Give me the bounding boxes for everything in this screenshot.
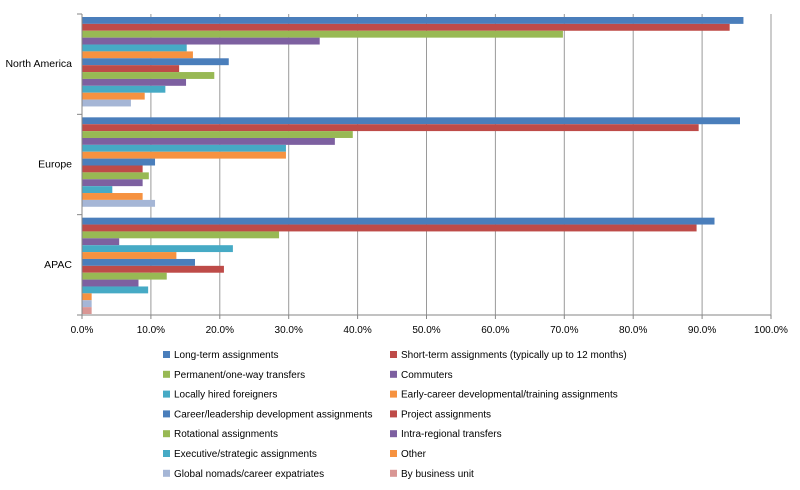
bar (82, 265, 224, 273)
x-tick-label: 0.0% (71, 325, 94, 336)
x-tick-label: 40.0% (343, 325, 371, 336)
bar (82, 224, 697, 232)
bar (82, 165, 143, 173)
bar (82, 78, 187, 86)
legend-label: Commuters (401, 370, 453, 381)
legend-swatch (390, 390, 397, 398)
bar (82, 65, 180, 73)
bar (82, 51, 193, 59)
bar (82, 30, 563, 38)
bar (82, 245, 233, 253)
x-tick-label: 50.0% (412, 325, 440, 336)
bars (82, 17, 744, 314)
axes (77, 13, 772, 319)
category-label: APAC (44, 259, 72, 271)
bar (82, 85, 166, 93)
x-tick-label: 60.0% (481, 325, 509, 336)
legend-label: Career/leadership development assignment… (174, 409, 372, 420)
bar (82, 23, 730, 31)
bar (82, 307, 92, 314)
bar (82, 199, 156, 207)
bar (82, 158, 156, 166)
legend-label: Executive/strategic assignments (174, 449, 317, 460)
legend-label: Early-career developmental/training assi… (401, 390, 618, 401)
legend-swatch (163, 450, 170, 457)
bar (82, 144, 286, 152)
bar (82, 17, 744, 24)
legend-swatch (390, 450, 397, 457)
legend-label: Rotational assignments (174, 429, 278, 440)
bar (82, 258, 195, 266)
bar (82, 37, 320, 45)
legend-label: Long-term assignments (174, 350, 279, 361)
legend-swatch (163, 410, 170, 418)
x-tick-label: 80.0% (619, 325, 647, 336)
bar (82, 131, 353, 138)
y-axis-category-labels: North America Europe APAC (5, 58, 72, 271)
bar (82, 124, 699, 132)
legend-swatch (163, 351, 170, 358)
bar (82, 92, 145, 100)
legend-label: Permanent/one-way transfers (174, 370, 305, 381)
x-tick-label: 20.0% (206, 325, 234, 336)
bar (82, 217, 715, 225)
legend-label: Other (401, 449, 427, 460)
legend-swatch (163, 469, 170, 477)
legend-swatch (163, 390, 170, 398)
legend-label: Intra-regional transfers (401, 429, 502, 440)
category-label: Europe (38, 159, 72, 171)
legend-swatch (390, 370, 397, 378)
gridlines (150, 14, 772, 315)
legend-label: Short-term assignments (typically up to … (401, 350, 627, 361)
legend-label: By business unit (401, 469, 474, 480)
bar (82, 193, 143, 200)
x-tick-label: 30.0% (275, 325, 303, 336)
bar (82, 272, 167, 280)
legend-swatch (390, 430, 397, 438)
bar (82, 151, 286, 159)
category-label: North America (5, 58, 72, 70)
legend-swatch (390, 351, 397, 358)
legend-swatch (390, 410, 397, 418)
legend-swatch (163, 430, 170, 438)
legend: Long-term assignments Short-term assignme… (163, 350, 627, 480)
bar (82, 293, 92, 301)
bar (82, 137, 335, 145)
bar (82, 286, 149, 294)
x-tick-label: 10.0% (137, 325, 165, 336)
bar (82, 117, 740, 125)
legend-label: Global nomads/career expatriates (174, 469, 324, 480)
bar (82, 300, 92, 308)
x-axis-tick-labels: 0.0% 10.0% 20.0% 30.0% 40.0% 50.0% 60.0% 70.0% 8… (71, 325, 788, 336)
bar (82, 238, 120, 246)
bar (82, 99, 131, 107)
x-tick-label: 70.0% (550, 325, 578, 336)
bar (82, 72, 215, 79)
legend-label: Locally hired foreigners (174, 390, 277, 401)
x-tick-label: 100.0% (754, 325, 788, 336)
bar (82, 186, 113, 194)
x-tick-label: 90.0% (688, 325, 716, 336)
bar (82, 252, 177, 259)
legend-label: Project assignments (401, 409, 491, 420)
bar (82, 44, 187, 52)
legend-swatch (163, 370, 170, 378)
bar (82, 172, 149, 180)
bar (82, 279, 139, 287)
legend-swatch (390, 469, 397, 477)
bar (82, 179, 143, 187)
bar (82, 231, 280, 239)
bar (82, 58, 229, 66)
